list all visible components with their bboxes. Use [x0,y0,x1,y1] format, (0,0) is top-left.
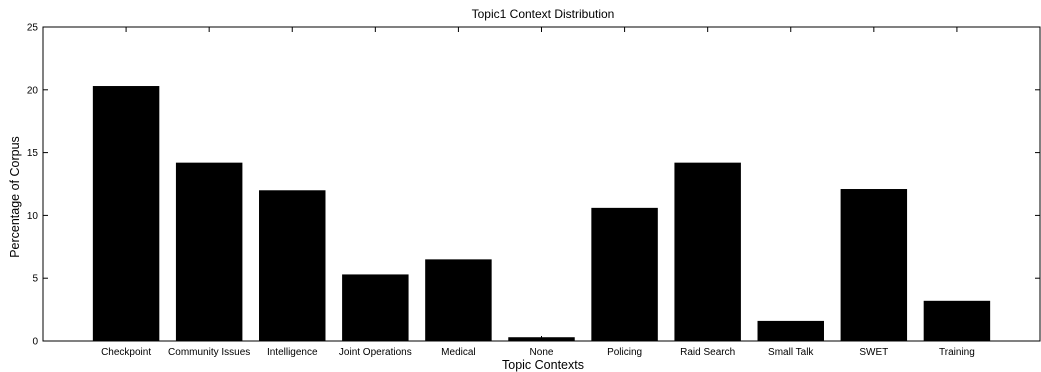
bar-medical [425,259,492,341]
bar-checkpoint [92,86,160,341]
y-tick-label: 10 [27,211,39,222]
y-tick-label: 25 [27,23,39,34]
x-tick-label: SWET [859,347,888,358]
x-tick-label: None [530,347,554,358]
x-tick-label: Medical [441,347,475,358]
bar-swet [840,189,908,341]
bar-training [923,300,991,341]
x-axis-label: Topic Contexts [502,358,584,372]
y-tick-label: 5 [32,274,38,285]
y-tick-label: 20 [27,85,39,96]
x-tick-label: Community Issues [168,347,250,358]
y-tick-label: 15 [27,148,39,159]
x-tick-label: Joint Operations [339,347,412,358]
x-tick-label: Training [939,347,975,358]
bar-raid-search [674,162,741,341]
y-tick-label: 0 [32,337,38,348]
chart-title: Topic1 Context Distribution [472,7,615,21]
plot-area: 0 5 10 15 20 25 Checkpoint Community Issues Inte… [27,23,1041,358]
bar-joint-operations [342,274,409,341]
bar-intelligence [259,190,326,341]
x-tick-label: Checkpoint [101,347,151,358]
bar-community-issues [175,162,243,341]
x-tick-label: Raid Search [680,347,735,358]
bar-policing [591,207,658,341]
x-tick-label: Intelligence [267,347,318,358]
x-tick-label: Small Talk [768,347,814,358]
bar-small-talk [757,320,824,341]
x-tick-label: Policing [607,347,642,358]
y-axis-label: Percentage of Corpus [8,136,22,258]
